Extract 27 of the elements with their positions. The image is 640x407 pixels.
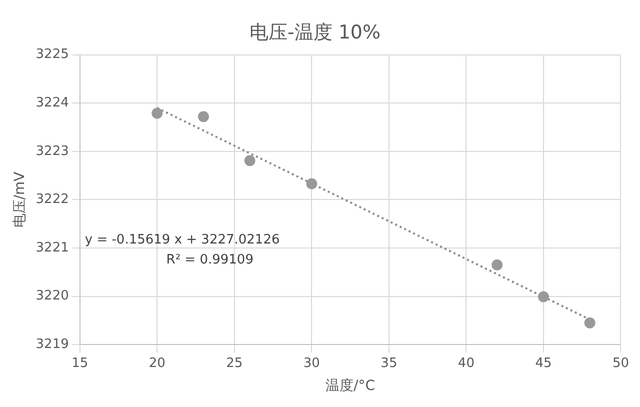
- point: [492, 259, 503, 270]
- point: [584, 317, 596, 328]
- x-tick-label: 25: [226, 356, 243, 371]
- x-axis-title: 温度/°C: [326, 378, 376, 394]
- point: [244, 155, 256, 166]
- y-tick-label: 3225: [36, 47, 69, 62]
- y-tick-label: 3223: [36, 144, 69, 159]
- point: [198, 111, 210, 122]
- x-tick-label: 50: [612, 356, 629, 371]
- y-tick-label: 3219: [36, 336, 69, 352]
- y-tick-label: 3224: [36, 95, 69, 110]
- point: [306, 178, 318, 190]
- y-tick-label: 3220: [36, 288, 69, 304]
- y-tick-label: 3221: [36, 240, 69, 256]
- x-tick-label: 45: [535, 356, 552, 371]
- point: [152, 108, 163, 119]
- point: [538, 291, 549, 302]
- annotation: R² = 0.99109: [166, 252, 254, 268]
- annotation: y = -0.15619 x + 3227.02126: [84, 232, 280, 248]
- x-tick-label: 35: [380, 356, 398, 371]
- chart-title: 电压-温度 10%: [249, 21, 381, 44]
- y-tick-label: 3222: [36, 192, 69, 208]
- x-tick-label: 15: [72, 356, 88, 371]
- x-tick-label: 30: [303, 356, 320, 371]
- x-tick-label: 20: [148, 356, 166, 371]
- x-tick-label: 40: [458, 356, 474, 371]
- y-axis-title: 电压/mV: [12, 171, 28, 228]
